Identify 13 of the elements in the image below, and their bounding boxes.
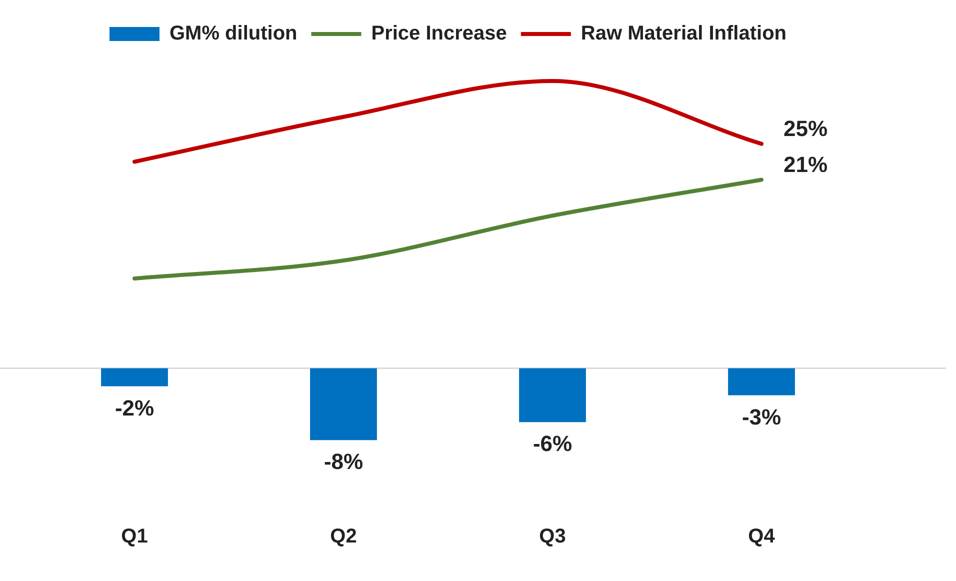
- data-label: 25%: [784, 116, 828, 141]
- legend-label: Price Increase: [371, 22, 507, 45]
- data-label: -2%: [114, 395, 154, 420]
- data-label: -3%: [742, 404, 782, 430]
- legend-label: Raw Material Inflation: [580, 22, 787, 45]
- x-tick-label: Q4: [748, 526, 776, 548]
- x-tick-label: Q2: [330, 526, 357, 548]
- legend-label: GM% dilution: [170, 22, 298, 45]
- x-tick-label: Q1: [121, 526, 148, 548]
- data-label: -6%: [532, 431, 572, 456]
- data-label: 21%: [784, 152, 828, 177]
- data-label: -8%: [324, 449, 364, 474]
- x-tick-label: Q3: [539, 526, 566, 548]
